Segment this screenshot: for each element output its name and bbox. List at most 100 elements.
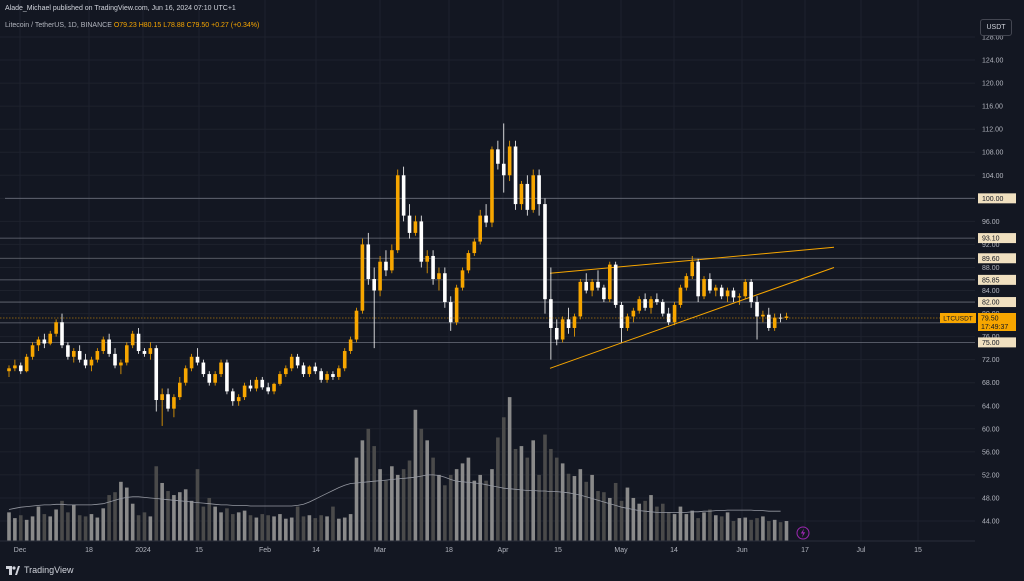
time-tick-label: May xyxy=(614,547,628,554)
grid-lines xyxy=(0,0,975,541)
candle-body xyxy=(655,299,659,303)
time-tick-label: Mar xyxy=(374,547,387,554)
candle-body xyxy=(619,304,624,328)
candle-body xyxy=(213,374,217,383)
candle-body xyxy=(566,319,571,328)
volume-bar xyxy=(767,521,771,541)
candle-body xyxy=(767,314,771,328)
candle-body xyxy=(201,362,206,375)
candle-body xyxy=(578,281,583,317)
candle-body xyxy=(472,241,477,254)
candle-body xyxy=(590,281,594,291)
volume-bar xyxy=(107,495,111,541)
level-label-bg xyxy=(978,337,1016,348)
volume-bar xyxy=(54,509,58,541)
candle-body xyxy=(248,385,253,389)
candle-body xyxy=(613,264,618,305)
candle-body xyxy=(154,348,159,400)
candle-body xyxy=(42,339,47,344)
horizontal-levels[interactable] xyxy=(0,197,975,343)
volume-bar xyxy=(301,516,306,541)
level-label-bg xyxy=(978,253,1016,264)
candle-body xyxy=(189,356,194,369)
candle-body xyxy=(36,339,41,346)
time-tick-label: Apr xyxy=(498,547,510,554)
volume-bar xyxy=(772,519,777,541)
candle-body xyxy=(148,348,153,354)
published-info: Alade_Michael published on TradingView.c… xyxy=(5,5,236,12)
volume-bar xyxy=(602,492,606,541)
volume-bar xyxy=(413,409,418,541)
volume-bar xyxy=(419,428,424,541)
volume-bar xyxy=(390,466,394,541)
volume-bar xyxy=(372,446,376,541)
volume-bar xyxy=(384,480,388,541)
candle-body xyxy=(295,356,300,366)
volume-bar xyxy=(366,428,371,541)
time-axis[interactable]: Dec 18 2024 15 Feb 14 Mar 18 Apr 15 May 14 Jun 17 Jul 1… xyxy=(0,540,975,554)
candle-body xyxy=(101,339,106,352)
candle-body xyxy=(48,333,53,344)
volume-bar xyxy=(325,516,329,541)
price-tick-label: 88.00 xyxy=(982,265,1000,272)
volume-bar xyxy=(543,434,547,541)
volume-bar xyxy=(607,497,612,541)
price-tick-label: 124.00 xyxy=(982,58,1004,65)
candle-body xyxy=(643,299,647,308)
volume-bar xyxy=(395,474,400,541)
candle-body xyxy=(525,183,530,210)
volume-bar xyxy=(660,503,665,541)
candle-body xyxy=(702,279,706,297)
time-tick-label: 15 xyxy=(554,547,562,554)
candle-body xyxy=(419,221,424,262)
candle-body xyxy=(454,287,459,323)
price-tick-label: 84.00 xyxy=(982,288,1000,295)
price-tick-label: 128.00 xyxy=(982,35,1004,42)
candle-body xyxy=(225,362,229,392)
price-axis[interactable]: 128.00 124.00 120.00 116.00 112.00 108.00 104.… xyxy=(975,0,1024,541)
price-label-value: 79.50 xyxy=(981,316,999,323)
candle-body xyxy=(272,383,276,392)
volume-bar xyxy=(337,518,341,541)
candle-body xyxy=(183,368,188,383)
volume-bar xyxy=(437,474,441,541)
volume-bar xyxy=(637,503,642,541)
candle-body xyxy=(737,296,742,298)
candle-body xyxy=(490,149,494,223)
candle-body xyxy=(119,362,123,366)
currency-button[interactable]: USDT xyxy=(980,19,1012,36)
candle-body xyxy=(743,281,748,297)
time-tick-label: 14 xyxy=(312,547,320,554)
candle-body xyxy=(631,310,636,317)
volume-bar xyxy=(507,397,512,541)
candle-body xyxy=(448,302,453,323)
candle-body xyxy=(501,163,506,176)
candle-body xyxy=(18,365,23,372)
volume-bar xyxy=(272,516,276,541)
footer-brand[interactable]: TradingView xyxy=(6,565,74,575)
volume-bar xyxy=(160,482,164,541)
candle-body xyxy=(166,394,170,409)
volume-bar xyxy=(319,515,323,541)
candle-body xyxy=(425,255,429,262)
volume-bar xyxy=(125,487,129,541)
volume-bar xyxy=(761,516,765,541)
volume-bar xyxy=(684,514,689,541)
time-tick-label: Feb xyxy=(259,547,271,554)
candle-body xyxy=(466,253,471,271)
candle-body xyxy=(761,314,765,317)
price-label: LTCUSDT 79.50 17:49:37 xyxy=(940,313,1016,331)
candle-body xyxy=(319,371,323,380)
candle-body xyxy=(784,316,789,319)
lightning-icon[interactable] xyxy=(796,526,810,540)
ohlc-values: O79.23 H80.15 L78.88 C79.50 +0.27 (+0.34… xyxy=(113,22,260,29)
candle-body xyxy=(60,322,64,346)
candle-body xyxy=(755,302,759,317)
volume-bar xyxy=(613,482,618,541)
candle-body xyxy=(607,264,612,300)
volume-bar xyxy=(266,515,270,541)
price-tick-label: 92.00 xyxy=(982,242,1000,249)
volume-bar xyxy=(501,417,506,541)
candle-body xyxy=(401,175,406,216)
